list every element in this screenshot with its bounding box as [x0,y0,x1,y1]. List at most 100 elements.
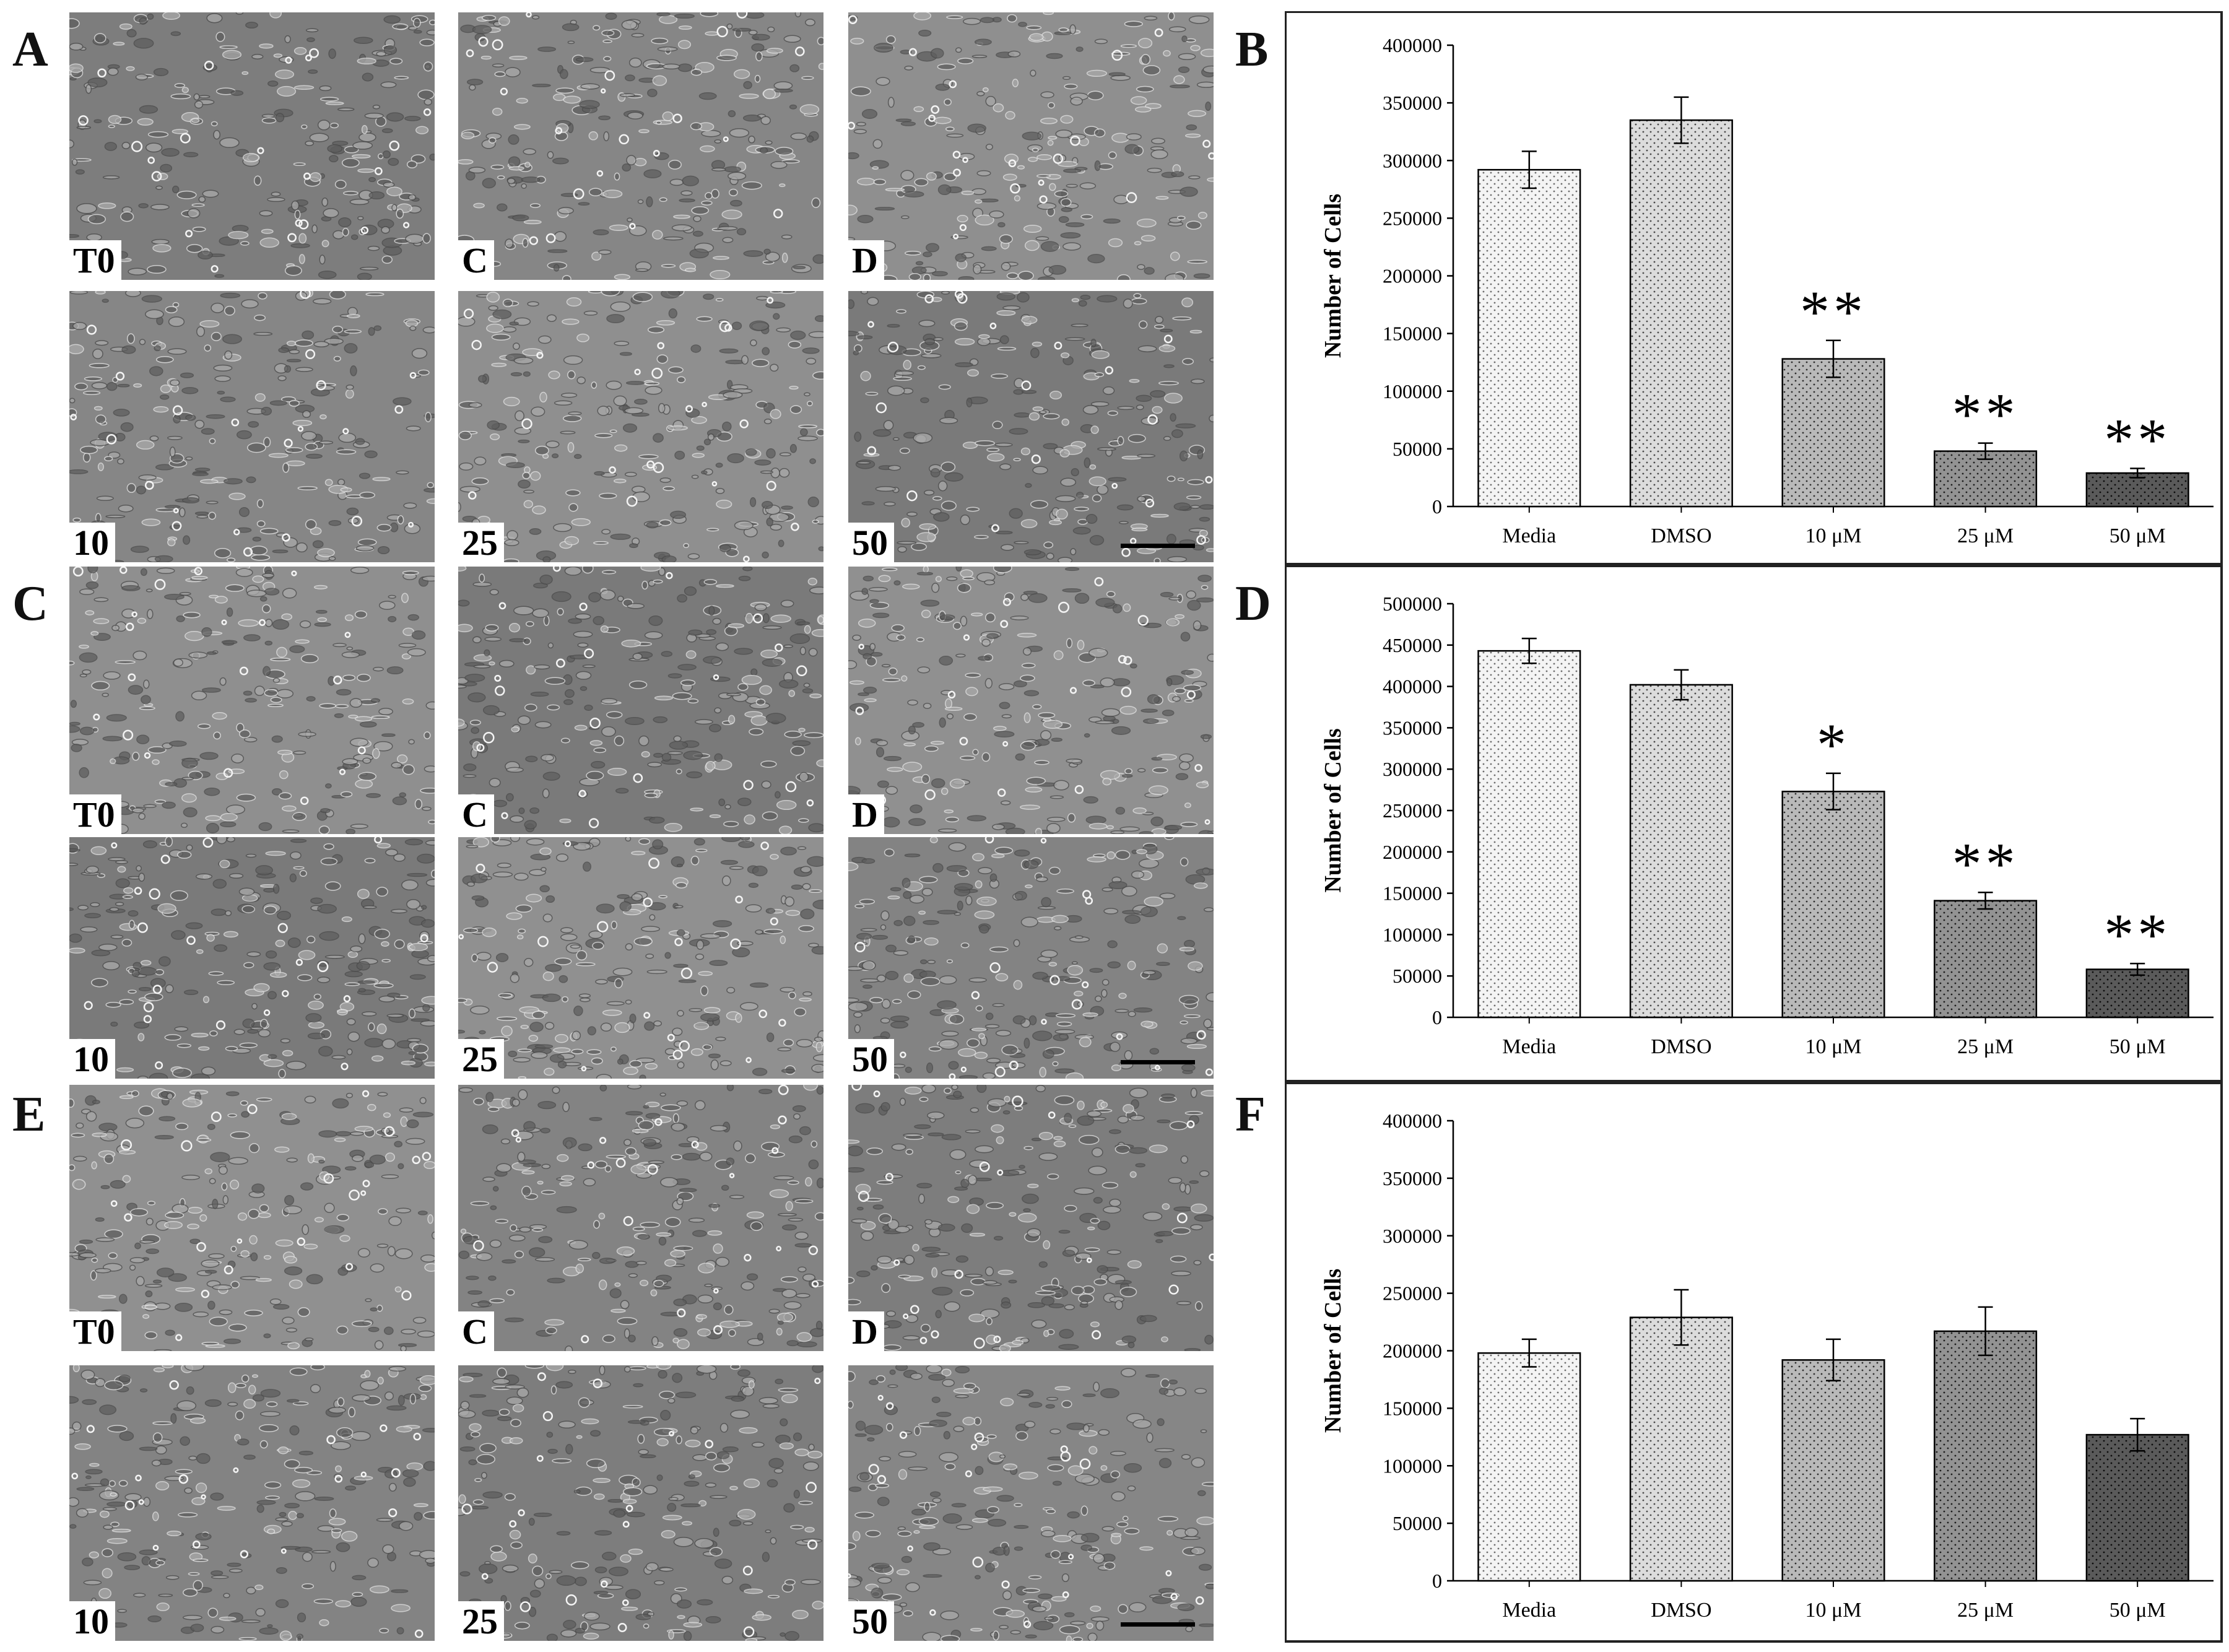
panel-letter-a: A [12,22,48,77]
x-tick-label: Media [1502,1599,1556,1622]
y-tick-label: 250000 [1383,1282,1442,1305]
y-tick-label: 0 [1432,1006,1442,1028]
scale-bar [1121,544,1195,548]
micrograph-label: T0 [69,240,121,280]
y-tick-label: 150000 [1383,323,1442,345]
x-tick-label: 25 μM [1957,524,2014,547]
bar-0 [1477,650,1581,1019]
micrograph-label: 25 [458,1601,504,1641]
cell-texture [848,837,1214,1079]
scale-bar [1121,1622,1195,1627]
y-tick-label: 350000 [1383,716,1442,739]
chart-frame [1284,11,2223,565]
cell-texture [458,12,823,280]
micrograph-label: D [848,1311,884,1351]
micrograph: 10 [69,291,435,562]
y-tick-label: 300000 [1383,758,1442,780]
cell-texture [848,1365,1214,1641]
significance-marker: ** [1800,279,1867,345]
x-tick-label: DMSO [1651,524,1711,547]
micrograph-label: 25 [458,1039,504,1079]
cell-texture [69,1088,435,1351]
cell-texture [458,837,823,1079]
y-tick-label: 100000 [1383,1454,1442,1477]
y-tick-label: 350000 [1383,1167,1442,1189]
micrograph: 10 [69,837,435,1079]
y-axis-label: Number of Cells [1320,728,1346,892]
micrograph: 50 [848,1365,1214,1641]
bar-0 [1477,1352,1581,1582]
y-axis-label: Number of Cells [1320,1269,1346,1433]
micrograph-label: 10 [69,1601,115,1641]
y-tick-label: 300000 [1383,1225,1442,1247]
micrograph: 25 [458,1365,823,1641]
scale-bar [1121,1060,1195,1064]
micrograph-label: C [458,794,494,834]
y-tick-label: 400000 [1383,676,1442,698]
x-tick-label: 50 μM [2110,1599,2166,1622]
panel-letter-e: E [12,1087,46,1142]
bar-1 [1629,119,1733,508]
y-tick-label: 50000 [1393,438,1442,460]
bar-4 [2085,968,2189,1019]
x-tick-label: 10 μM [1805,1035,1862,1058]
micrograph: C [458,567,823,834]
cell-texture [848,12,1214,280]
micrograph: 25 [458,291,823,562]
y-tick-label: 450000 [1383,634,1442,656]
micrograph-label: 10 [69,523,115,562]
y-tick-label: 300000 [1383,149,1442,172]
x-tick-label: 50 μM [2110,1035,2166,1058]
micrograph-label: 10 [69,1039,115,1079]
micrograph: T0 [69,1085,435,1351]
y-tick-label: 500000 [1383,593,1442,615]
micrograph: 50 [848,291,1214,562]
cell-texture [848,291,1214,562]
x-tick-label: 50 μM [2110,524,2166,547]
x-tick-label: 10 μM [1805,524,1862,547]
y-tick-label: 350000 [1383,92,1442,114]
x-tick-label: DMSO [1651,1035,1711,1058]
chart-frame [1284,1082,2223,1643]
bar-1 [1629,684,1733,1019]
micrograph: T0 [69,567,435,834]
micrograph: D [848,1085,1214,1351]
micrograph: 50 [848,837,1214,1079]
micrograph-label: 50 [848,523,894,562]
y-tick-label: 50000 [1393,1512,1442,1534]
micrograph: D [848,567,1214,834]
cell-texture [848,1085,1214,1351]
cell-texture [69,567,435,834]
chart-frame [1284,565,2223,1082]
y-tick-label: 0 [1432,495,1442,518]
micrograph-label: T0 [69,1311,121,1351]
micrograph-label: D [848,240,884,280]
micrograph-label: 50 [848,1039,894,1079]
chart-b: 0 50000 100000 150000 200000 250000 300000 3500… [1284,11,2223,565]
bar-1 [1629,1316,1733,1582]
bar-chart-f: 0 50000 100000 150000 200000 250000 300000 3500… [1284,1082,2223,1643]
y-tick-label: 250000 [1383,207,1442,229]
cell-texture [69,12,435,280]
micrograph-label: T0 [69,794,121,834]
micrograph-label: 50 [848,1601,894,1641]
micrograph: D [848,12,1214,280]
cell-texture [69,1365,435,1641]
cell-texture [458,1085,823,1351]
y-tick-label: 50000 [1393,965,1442,987]
significance-marker: ** [1952,830,2019,897]
cell-texture [458,1365,823,1641]
x-tick-label: DMSO [1651,1599,1711,1622]
y-tick-label: 100000 [1383,923,1442,946]
cell-texture [458,291,823,562]
significance-marker: ** [2104,902,2171,968]
y-tick-label: 400000 [1383,34,1442,56]
significance-marker: ** [2104,407,2171,473]
y-tick-label: 0 [1432,1570,1442,1592]
x-tick-label: 25 μM [1957,1035,2014,1058]
bar-chart-d: 0 50000 100000 150000 200000 250000 300000 3500… [1284,565,2223,1082]
bar-2 [1781,358,1885,508]
panel-letter-b: B [1235,22,1269,77]
x-tick-label: 25 μM [1957,1599,2014,1622]
micrograph: 10 [69,1365,435,1641]
